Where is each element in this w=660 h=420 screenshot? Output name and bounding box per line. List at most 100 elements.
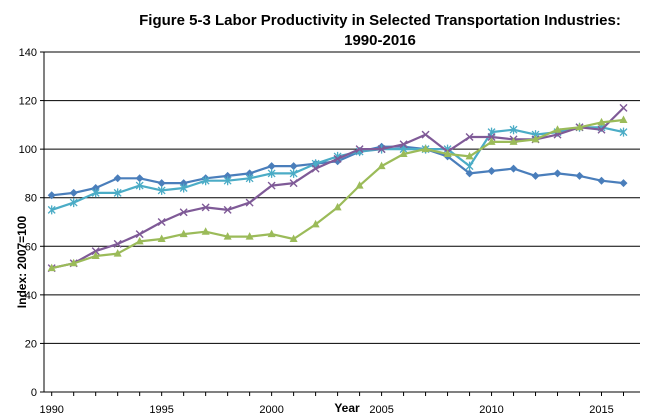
y-axis-label: Index: 2007=100 xyxy=(15,215,29,309)
series-3-point-2000 xyxy=(267,181,276,190)
series-3-point-2004 xyxy=(355,145,364,154)
series-3-point-2003 xyxy=(333,154,342,163)
series-4-point-2006 xyxy=(399,149,408,157)
series-4 xyxy=(47,115,628,272)
series-4-point-1995 xyxy=(157,234,166,242)
series-3-point-1999 xyxy=(245,198,254,207)
y-tick-label-120: 120 xyxy=(19,96,37,108)
x-tick-label-2010: 2010 xyxy=(479,404,503,416)
axes xyxy=(40,51,640,396)
series-4-point-1998 xyxy=(223,232,232,240)
series-4-point-2007 xyxy=(421,144,430,153)
chart-title-line-1: Figure 5-3 Labor Productivity in Selecte… xyxy=(139,12,621,29)
series-2-point-2011 xyxy=(509,125,518,135)
y-tick-label-40: 40 xyxy=(25,290,37,302)
series-4-point-2011 xyxy=(509,137,518,145)
series-3-point-1993 xyxy=(113,239,122,248)
series-2-point-2009 xyxy=(465,161,474,171)
series-1-point-2014 xyxy=(575,171,584,180)
series-2-point-1997 xyxy=(201,176,210,186)
x-tick-labels: 1990 1995 2000 2005 2010 2015 xyxy=(39,404,613,416)
series-1-point-1991 xyxy=(69,188,78,197)
series-4-point-2004 xyxy=(355,181,364,189)
series-1-point-2000 xyxy=(267,162,276,171)
series-4-point-2000 xyxy=(267,229,276,238)
series-3-point-2005 xyxy=(377,145,386,154)
series-2-point-1994 xyxy=(135,181,144,191)
series-2-point-1993 xyxy=(113,188,122,198)
series-4-point-2009 xyxy=(465,151,474,160)
x-tick-label-1990: 1990 xyxy=(39,404,63,416)
series-2-point-1996 xyxy=(179,183,188,193)
series-4-point-1994 xyxy=(135,236,144,245)
series-3-point-1996 xyxy=(179,208,188,217)
series-1-point-1995 xyxy=(157,179,166,188)
series-4-point-2001 xyxy=(289,234,298,242)
series-4-point-2002 xyxy=(311,219,320,228)
series-1-point-2011 xyxy=(509,164,518,173)
series-3-point-1995 xyxy=(157,218,166,226)
series-3-point-2016 xyxy=(619,103,628,112)
series-3-point-1994 xyxy=(135,230,144,239)
series-4-point-1992 xyxy=(91,251,100,259)
x-tick-label-2000: 2000 xyxy=(259,404,283,416)
series-2-point-1999 xyxy=(245,173,254,183)
series-4-point-2012 xyxy=(531,134,540,143)
chart-title-line-2: 1990-2016 xyxy=(344,32,416,49)
gridlines xyxy=(44,51,640,344)
series-1-point-1994 xyxy=(135,174,144,183)
series-4-point-1991 xyxy=(69,258,78,267)
series-2-point-1992 xyxy=(91,188,100,198)
series-1-point-1993 xyxy=(113,174,122,183)
y-tick-label-80: 80 xyxy=(25,193,37,205)
series-2-point-1990 xyxy=(47,205,56,215)
series-2-point-2016 xyxy=(619,127,628,137)
series-4-point-1990 xyxy=(47,263,56,272)
series-3-point-1998 xyxy=(223,205,232,214)
y-tick-label-100: 100 xyxy=(19,144,37,156)
x-tick-label-2005: 2005 xyxy=(369,404,393,416)
x-axis-label: Year xyxy=(334,401,360,415)
y-tick-label-20: 20 xyxy=(25,338,37,350)
series-4-point-2013 xyxy=(553,125,562,133)
series-3-point-1997 xyxy=(201,203,210,212)
series-1-point-2001 xyxy=(289,162,298,171)
series-3-point-2006 xyxy=(399,140,408,149)
series-1-point-2009 xyxy=(465,169,474,178)
x-tick-label-1995: 1995 xyxy=(149,404,173,416)
series-2-point-1991 xyxy=(69,198,78,208)
series-3-point-2001 xyxy=(289,179,298,188)
series-2-point-2001 xyxy=(289,168,298,178)
series-1-point-2012 xyxy=(531,171,540,180)
series-4-point-2010 xyxy=(487,137,496,145)
series-4-point-2014 xyxy=(575,122,584,131)
series-4-point-1993 xyxy=(113,249,122,257)
series-1 xyxy=(47,142,628,200)
series-1-point-2010 xyxy=(487,167,496,175)
series-1-point-2016 xyxy=(619,179,628,188)
series-3-point-2015 xyxy=(597,125,606,134)
y-tick-label-140: 140 xyxy=(19,47,37,59)
series-3-point-1992 xyxy=(91,247,100,256)
series-4-point-2015 xyxy=(597,117,606,126)
series-3-point-2007 xyxy=(421,130,430,139)
series-3-point-2010 xyxy=(487,133,496,141)
series-1-point-2015 xyxy=(597,176,606,185)
series-4-point-2016 xyxy=(619,115,628,123)
series-4-point-2003 xyxy=(333,202,342,211)
series-4-point-1997 xyxy=(201,227,210,235)
series-2-point-1998 xyxy=(223,176,232,186)
series-2-point-1995 xyxy=(157,185,166,195)
series-3-point-2009 xyxy=(465,133,474,141)
y-tick-label-0: 0 xyxy=(31,387,37,399)
series-4-point-2005 xyxy=(377,161,386,170)
y-tick-label-60: 60 xyxy=(25,241,37,253)
series-group xyxy=(47,103,628,273)
series-4-point-1996 xyxy=(179,229,188,238)
series-1-point-2013 xyxy=(553,169,562,178)
series-2-point-2000 xyxy=(267,168,276,178)
series-3-point-2002 xyxy=(311,164,320,173)
series-4-point-1999 xyxy=(245,232,254,240)
series-1-point-1990 xyxy=(47,191,56,200)
